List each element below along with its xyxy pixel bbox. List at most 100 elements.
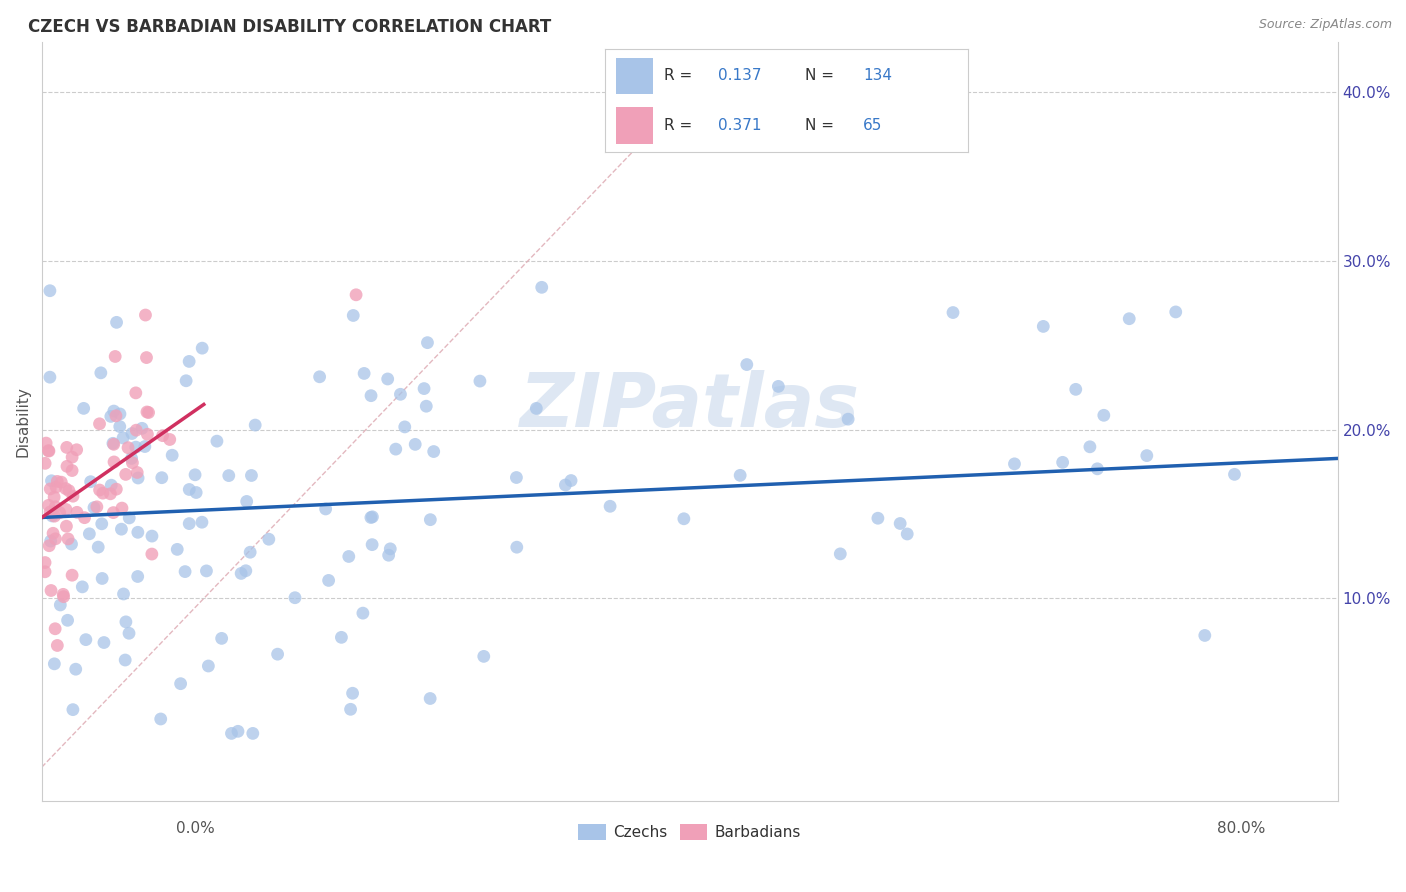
Point — [60, 568, 83, 582]
Point — [117, 441, 139, 455]
Point — [58, 483, 80, 498]
Point — [830, 547, 852, 561]
Point — [73, 510, 96, 524]
Point — [131, 421, 153, 435]
Point — [404, 437, 426, 451]
Point — [38, 370, 60, 384]
Point — [1194, 628, 1216, 642]
Point — [380, 541, 402, 556]
Point — [73, 401, 96, 416]
Point — [191, 515, 214, 529]
Point — [38, 499, 60, 513]
Point — [353, 367, 375, 381]
Point — [56, 613, 79, 627]
Point — [174, 565, 197, 579]
Point — [394, 420, 416, 434]
Point — [284, 591, 307, 605]
Point — [38, 284, 60, 298]
Point — [121, 456, 143, 470]
Point — [468, 374, 491, 388]
Point — [45, 480, 67, 494]
Point — [112, 431, 135, 445]
Point — [866, 511, 889, 525]
Point — [377, 372, 399, 386]
Point — [60, 464, 83, 478]
Point — [240, 468, 263, 483]
Point — [90, 516, 112, 531]
Point — [42, 490, 65, 504]
Point — [179, 483, 201, 497]
Point — [352, 606, 374, 620]
Point — [360, 389, 382, 403]
Point — [735, 358, 758, 372]
Point — [83, 500, 105, 515]
Point — [235, 494, 257, 508]
Point — [134, 440, 156, 454]
Point — [422, 444, 444, 458]
Point — [1064, 382, 1087, 396]
Point — [46, 639, 69, 653]
Point — [166, 542, 188, 557]
Point — [308, 369, 330, 384]
Point — [103, 455, 125, 469]
Point — [105, 482, 128, 496]
Point — [186, 485, 208, 500]
Point — [384, 442, 406, 456]
Point — [1052, 455, 1074, 469]
Point — [38, 444, 60, 458]
Point — [330, 631, 353, 645]
Point — [942, 305, 965, 319]
Point — [179, 516, 201, 531]
Point — [524, 401, 547, 416]
Point — [39, 583, 62, 598]
Point — [377, 548, 399, 562]
Point — [1078, 440, 1101, 454]
Point — [389, 387, 412, 401]
Point — [114, 467, 136, 482]
Point — [127, 471, 149, 485]
Point — [728, 468, 751, 483]
Point — [118, 511, 141, 525]
Point — [174, 374, 197, 388]
Point — [768, 379, 790, 393]
Point — [127, 466, 149, 480]
Point — [599, 500, 621, 514]
Point — [62, 703, 84, 717]
Point — [104, 350, 127, 364]
Point — [110, 522, 132, 536]
Point — [245, 418, 267, 433]
Point — [125, 385, 148, 400]
Point — [34, 556, 56, 570]
Point — [1223, 467, 1246, 482]
Point — [169, 676, 191, 690]
Point — [231, 566, 253, 581]
Point — [51, 475, 73, 490]
Point — [125, 423, 148, 437]
Point — [1164, 305, 1187, 319]
Point — [55, 441, 77, 455]
Point — [127, 569, 149, 583]
Point — [506, 540, 529, 554]
Point — [179, 354, 201, 368]
Point — [104, 409, 127, 423]
Point — [554, 478, 576, 492]
Point — [49, 598, 72, 612]
Point — [150, 471, 173, 485]
Point — [103, 404, 125, 418]
Point — [134, 308, 156, 322]
Point — [39, 482, 62, 496]
Point — [55, 519, 77, 533]
Point — [266, 647, 288, 661]
Point — [361, 509, 384, 524]
Point — [149, 712, 172, 726]
Point — [1136, 449, 1159, 463]
Point — [79, 526, 101, 541]
Text: ZIPatlas: ZIPatlas — [520, 369, 859, 442]
Point — [41, 508, 63, 523]
Point — [361, 538, 384, 552]
Point — [472, 649, 495, 664]
Point — [37, 443, 59, 458]
Point — [86, 500, 108, 514]
Point — [79, 475, 101, 489]
Legend: Czechs, Barbadians: Czechs, Barbadians — [572, 818, 807, 847]
